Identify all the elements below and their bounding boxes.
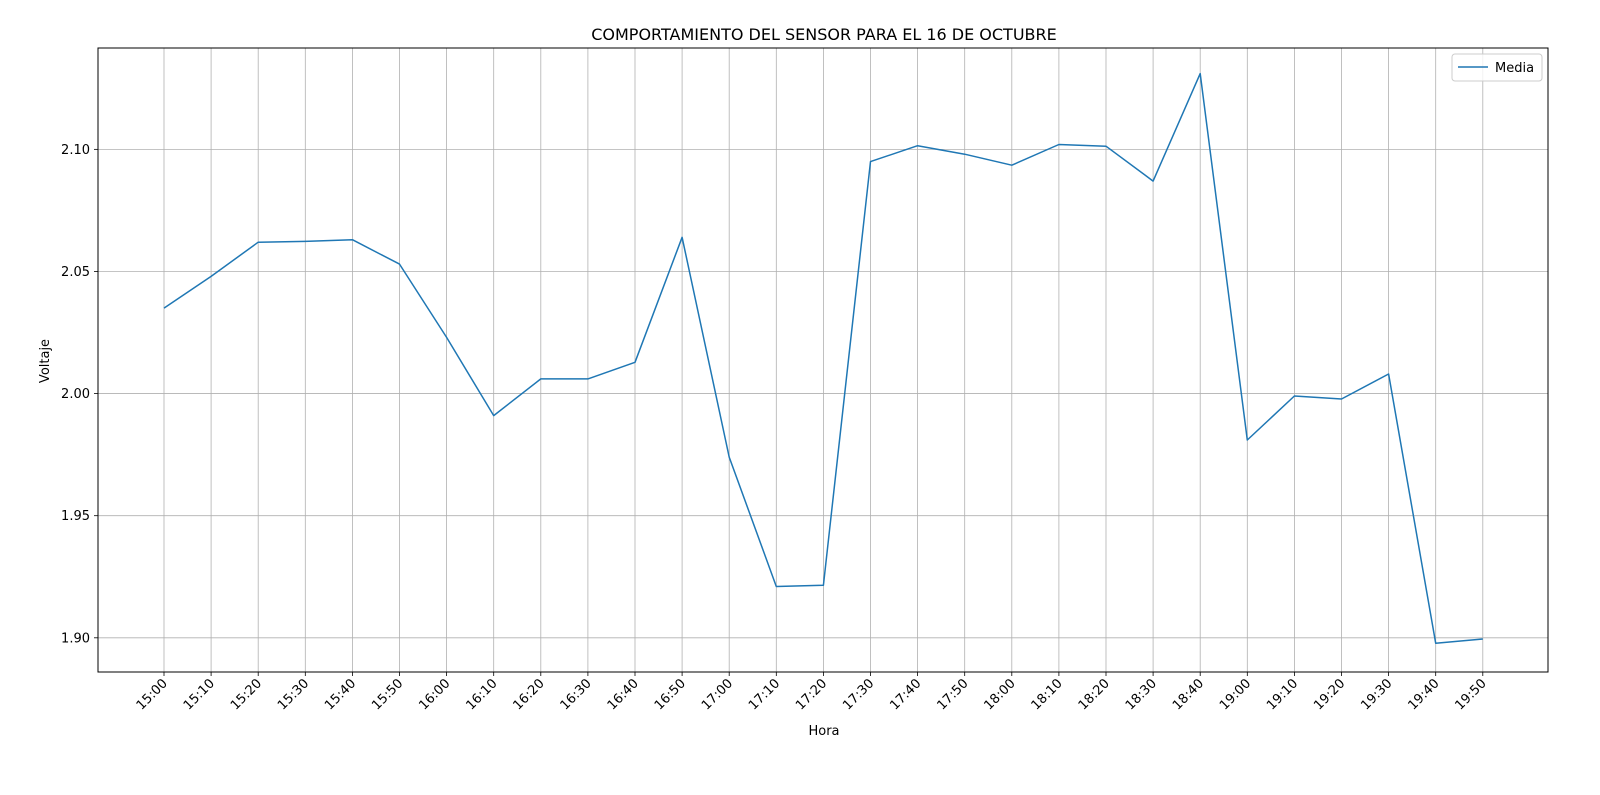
x-tick-label: 15:50 (369, 676, 406, 713)
x-tick-label: 15:20 (228, 676, 265, 713)
y-tick-label: 2.05 (61, 265, 90, 280)
grid-lines (98, 48, 1548, 672)
x-tick-label: 16:30 (558, 676, 595, 713)
x-tick-label: 17:40 (887, 676, 924, 713)
x-tick-label: 18:00 (982, 676, 1019, 713)
y-tick-label: 2.00 (61, 387, 90, 402)
x-tick-label: 15:40 (322, 676, 359, 713)
x-tick-label: 15:10 (181, 676, 218, 713)
x-tick-label: 17:50 (934, 676, 971, 713)
x-tick-label: 19:50 (1453, 676, 1490, 713)
legend: Media (1451, 53, 1543, 82)
x-tick-label: 18:20 (1076, 676, 1113, 713)
plot-frame (97, 47, 1549, 673)
x-tick-label: 19:20 (1311, 676, 1348, 713)
x-tick-label: 16:40 (605, 676, 642, 713)
chart-title: COMPORTAMIENTO DEL SENSOR PARA EL 16 DE … (591, 25, 1057, 44)
x-tick-label: 17:10 (746, 676, 783, 713)
x-tick-label: 17:20 (793, 676, 830, 713)
x-tick-label: 15:00 (134, 676, 171, 713)
legend-label-media: Media (1495, 61, 1534, 76)
x-tick-label: 17:00 (699, 676, 736, 713)
legend-box (1451, 53, 1543, 82)
x-tick-label: 16:50 (652, 676, 689, 713)
x-tick-label: 18:30 (1123, 676, 1160, 713)
x-tick-label: 18:10 (1029, 676, 1066, 713)
y-tick-label: 1.90 (61, 631, 90, 646)
x-tick-label: 17:30 (840, 676, 877, 713)
y-tick-label: 2.10 (61, 143, 90, 158)
x-tick-label: 16:00 (416, 676, 453, 713)
x-tick-label: 19:10 (1264, 676, 1301, 713)
x-tick-label: 18:40 (1170, 676, 1207, 713)
x-tick-label: 16:20 (511, 676, 548, 713)
y-axis-label: Voltaje (38, 339, 53, 383)
axis-ticks: 15:00 15:10 15:20 15:30 15:40 15:50 16:00 16:10… (61, 143, 1490, 713)
series-layer (163, 72, 1483, 644)
x-axis-label: Hora (808, 724, 839, 739)
x-tick-label: 19:40 (1405, 676, 1442, 713)
x-tick-label: 16:10 (463, 676, 500, 713)
series-line-media (163, 72, 1483, 644)
x-tick-label: 15:30 (275, 676, 312, 713)
x-tick-label: 19:30 (1358, 676, 1395, 713)
x-tick-label: 19:00 (1217, 676, 1254, 713)
y-tick-label: 1.95 (61, 509, 90, 524)
